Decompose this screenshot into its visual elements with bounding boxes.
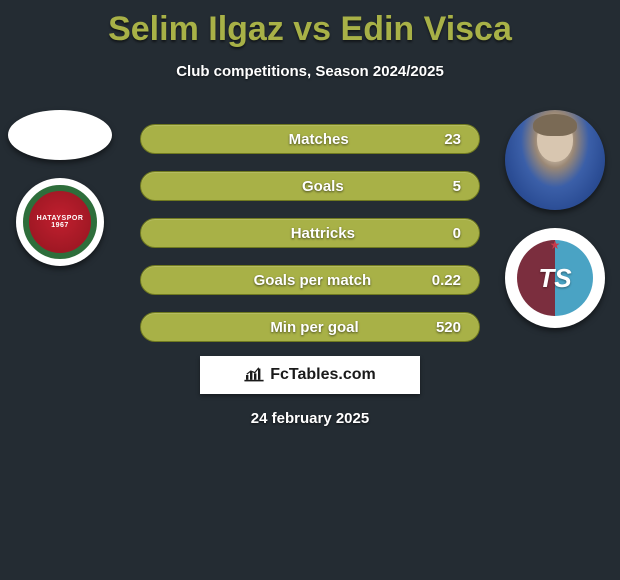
watermark-text: FcTables.com xyxy=(270,366,376,384)
crest-trabzonspor: ★ TS xyxy=(505,228,605,328)
player1-silhouette xyxy=(8,110,112,160)
stat-label: Min per goal xyxy=(270,319,358,336)
stat-row-gpm: Goals per match 0.22 xyxy=(140,265,480,295)
crest-hatayspor-inner: HATAYSPOR 1967 xyxy=(23,185,97,259)
subtitle: Club competitions, Season 2024/2025 xyxy=(0,63,620,80)
crest-hatayspor: HATAYSPOR 1967 xyxy=(16,178,104,266)
watermark: FcTables.com xyxy=(200,356,420,394)
player2-photo xyxy=(505,110,605,210)
stat-label: Goals per match xyxy=(254,272,372,289)
chart-icon xyxy=(244,367,264,383)
stats-bars: Matches 23 Goals 5 Hattricks 0 Goals per… xyxy=(140,124,480,342)
stat-label: Goals xyxy=(302,178,344,195)
right-column: ★ TS xyxy=(500,110,610,328)
stat-label: Matches xyxy=(289,131,349,148)
stat-row-matches: Matches 23 xyxy=(140,124,480,154)
left-column: HATAYSPOR 1967 xyxy=(8,110,112,266)
crest-hatayspor-year: 1967 xyxy=(51,222,69,229)
stat-right-value: 23 xyxy=(444,131,461,148)
stat-right-value: 520 xyxy=(436,319,461,336)
date-text: 24 february 2025 xyxy=(0,410,620,427)
stat-row-hattricks: Hattricks 0 xyxy=(140,218,480,248)
page-title: Selim Ilgaz vs Edin Visca xyxy=(0,0,620,49)
stat-row-goals: Goals 5 xyxy=(140,171,480,201)
stat-right-value: 5 xyxy=(453,178,461,195)
stat-right-value: 0 xyxy=(453,225,461,242)
stat-label: Hattricks xyxy=(291,225,355,242)
crest-hatayspor-text: HATAYSPOR xyxy=(37,215,84,222)
stat-right-value: 0.22 xyxy=(432,272,461,289)
crest-star-icon: ★ xyxy=(550,238,561,252)
stat-row-mpg: Min per goal 520 xyxy=(140,312,480,342)
crest-trabzonspor-initials: TS xyxy=(538,263,571,294)
